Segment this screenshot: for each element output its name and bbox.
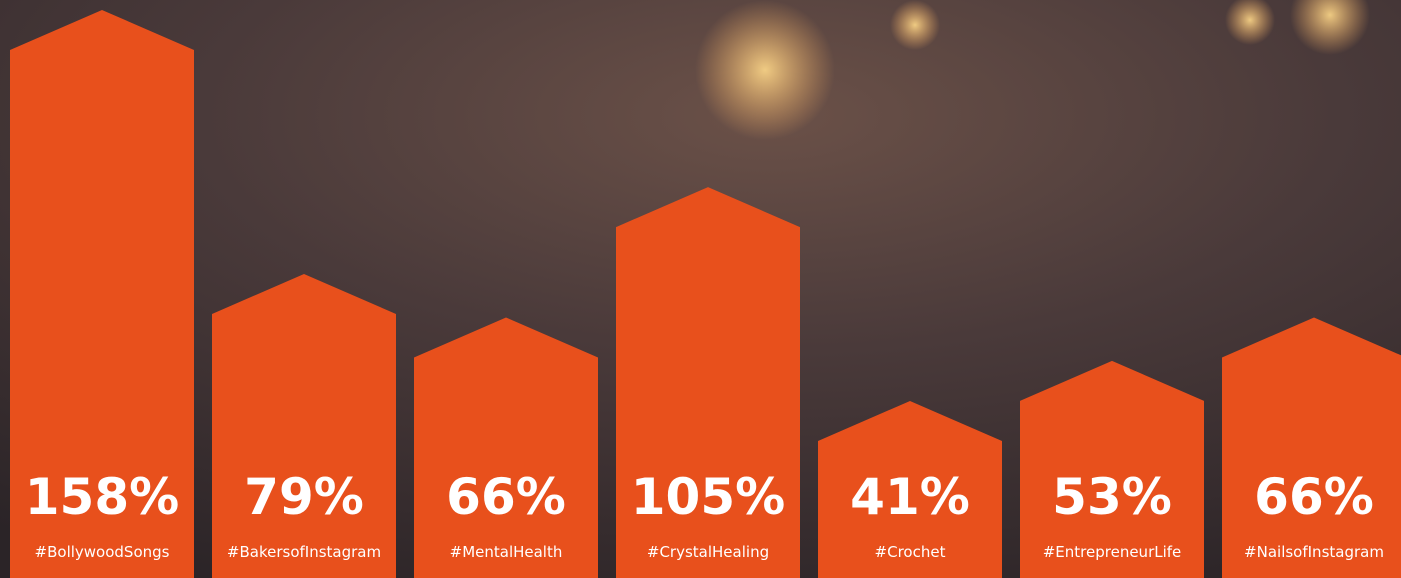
value-label: 158%: [25, 468, 179, 526]
category-label: #CrystalHealing: [647, 543, 769, 561]
category-label: #MentalHealth: [450, 543, 563, 561]
category-label: #EntrepreneurLife: [1043, 543, 1182, 561]
bar: [414, 317, 598, 578]
light: [890, 0, 940, 50]
light: [695, 0, 835, 140]
light: [1290, 0, 1370, 55]
bar: [1222, 317, 1401, 578]
category-label: #NailsofInstagram: [1244, 543, 1384, 561]
bar: [616, 187, 800, 578]
value-label: 53%: [1052, 468, 1172, 526]
value-label: 41%: [850, 468, 970, 526]
value-label: 79%: [244, 468, 364, 526]
category-label: #BollywoodSongs: [35, 543, 170, 561]
value-label: 105%: [631, 468, 785, 526]
category-label: #BakersofInstagram: [227, 543, 381, 561]
category-label: #Crochet: [875, 543, 946, 561]
value-label: 66%: [446, 468, 566, 526]
bar: [212, 274, 396, 578]
value-label: 66%: [1254, 468, 1374, 526]
bar: [10, 10, 194, 578]
light: [1225, 0, 1275, 45]
bar: [818, 400, 1002, 578]
bar: [1020, 360, 1204, 578]
